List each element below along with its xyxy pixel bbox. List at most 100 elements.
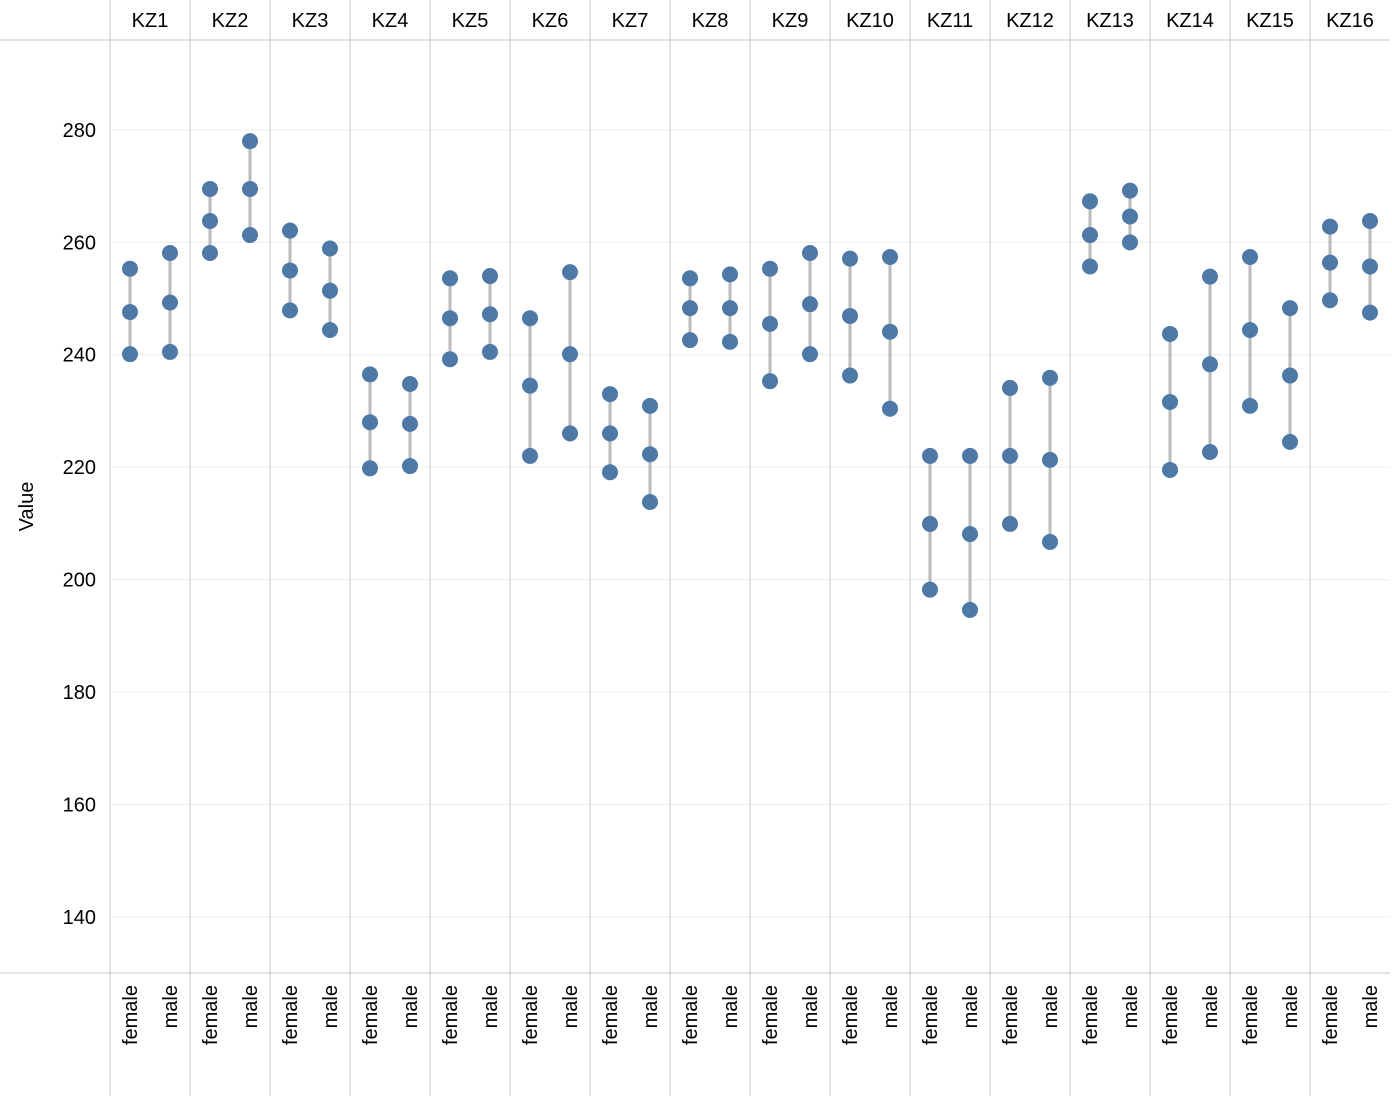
data-point: [802, 245, 818, 262]
data-point: [242, 180, 258, 197]
data-point: [1242, 397, 1258, 414]
data-point: [1042, 533, 1058, 550]
category-label: male: [800, 985, 822, 1028]
category-label: female: [1080, 985, 1102, 1045]
data-point: [442, 270, 458, 287]
data-point: [1122, 208, 1138, 225]
data-point: [1242, 322, 1258, 339]
data-point: [322, 322, 338, 339]
data-point: [1162, 393, 1178, 410]
category-label: male: [1360, 985, 1382, 1028]
data-point: [842, 250, 858, 267]
category-label: female: [840, 985, 862, 1045]
data-point: [1082, 227, 1098, 244]
data-point: [522, 377, 538, 394]
category-label: male: [160, 985, 182, 1028]
data-point: [682, 270, 698, 287]
category-label: male: [720, 985, 742, 1028]
data-point: [1202, 268, 1218, 285]
category-label: female: [1240, 985, 1262, 1045]
y-tick-label: 240: [63, 345, 96, 367]
category-label: female: [760, 985, 782, 1045]
facet-label: KZ4: [372, 10, 409, 32]
data-point: [482, 343, 498, 360]
data-point: [922, 447, 938, 464]
data-point: [202, 212, 218, 229]
data-point: [722, 333, 738, 350]
category-label: female: [280, 985, 302, 1045]
data-point: [122, 260, 138, 277]
category-label: female: [600, 985, 622, 1045]
data-point: [162, 245, 178, 262]
facet-label: KZ13: [1086, 10, 1134, 32]
data-point: [522, 447, 538, 464]
y-tick-label: 220: [63, 457, 96, 479]
data-point: [1122, 182, 1138, 199]
data-point: [442, 310, 458, 327]
data-point: [1122, 234, 1138, 251]
data-point: [402, 415, 418, 432]
data-point: [922, 581, 938, 598]
data-point: [202, 245, 218, 262]
data-point: [1002, 379, 1018, 396]
data-point: [1202, 356, 1218, 373]
data-point: [1362, 212, 1378, 229]
data-point: [842, 367, 858, 384]
data-point: [362, 414, 378, 431]
data-point: [122, 346, 138, 363]
category-label: male: [480, 985, 502, 1028]
y-tick-label: 180: [63, 682, 96, 704]
facet-label: KZ8: [692, 10, 729, 32]
data-point: [162, 294, 178, 311]
facet-label: KZ7: [612, 10, 649, 32]
data-point: [1322, 292, 1338, 309]
category-label: male: [560, 985, 582, 1028]
data-point: [802, 346, 818, 363]
category-label: male: [320, 985, 342, 1028]
data-point: [322, 240, 338, 257]
data-point: [242, 227, 258, 244]
y-tick-label: 140: [63, 907, 96, 929]
data-point: [1002, 515, 1018, 532]
facet-label: KZ6: [532, 10, 569, 32]
category-label: male: [1120, 985, 1142, 1028]
data-point: [962, 526, 978, 543]
data-point: [682, 300, 698, 317]
category-label: male: [1200, 985, 1222, 1028]
data-point: [242, 133, 258, 150]
data-point: [202, 180, 218, 197]
category-label: female: [920, 985, 942, 1045]
data-point: [642, 494, 658, 511]
category-label: female: [200, 985, 222, 1045]
data-point: [962, 447, 978, 464]
facet-label: KZ2: [212, 10, 249, 32]
data-point: [1282, 300, 1298, 317]
data-point: [962, 601, 978, 618]
data-point: [1002, 447, 1018, 464]
category-label: female: [360, 985, 382, 1045]
data-point: [1162, 461, 1178, 478]
data-point: [1322, 218, 1338, 235]
data-point: [402, 375, 418, 392]
data-point: [602, 386, 618, 403]
facet-label: KZ9: [772, 10, 809, 32]
data-point: [522, 310, 538, 327]
data-point: [882, 248, 898, 265]
facet-label: KZ16: [1326, 10, 1374, 32]
y-tick-label: 260: [63, 232, 96, 254]
data-point: [1042, 451, 1058, 468]
category-label: male: [400, 985, 422, 1028]
data-point: [362, 460, 378, 477]
data-point: [602, 464, 618, 481]
category-label: male: [1040, 985, 1062, 1028]
data-point: [562, 264, 578, 281]
data-point: [842, 307, 858, 324]
data-point: [882, 323, 898, 340]
data-point: [1082, 193, 1098, 210]
data-point: [482, 268, 498, 285]
data-point: [122, 304, 138, 321]
data-point: [722, 266, 738, 283]
data-point: [322, 282, 338, 299]
data-point: [562, 346, 578, 363]
